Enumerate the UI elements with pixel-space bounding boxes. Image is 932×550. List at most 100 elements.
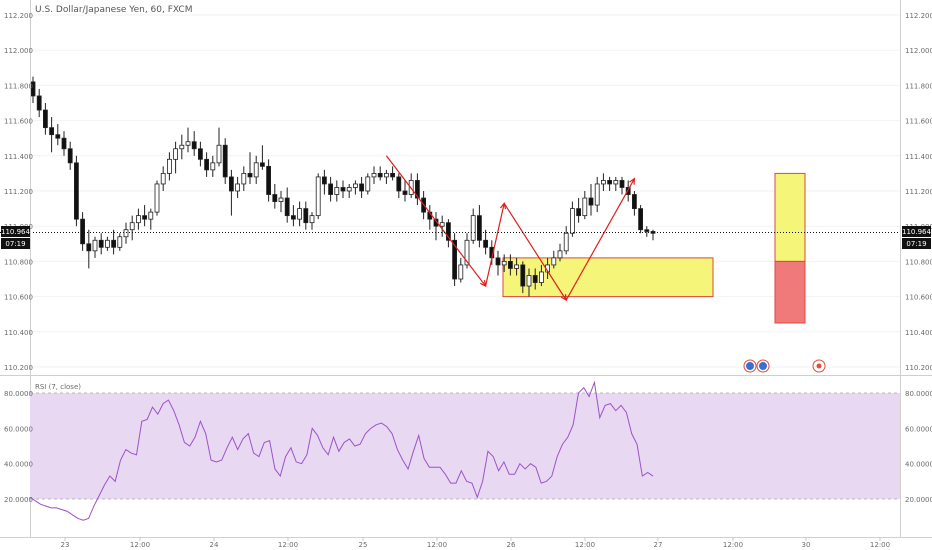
last-price-label-right: 110.964 — [902, 228, 931, 236]
candle-body — [191, 141, 197, 150]
candle-body — [315, 176, 321, 217]
candle-body — [396, 176, 402, 192]
candle-body — [576, 208, 581, 217]
price-tick-label-left: 110.800 — [4, 258, 33, 266]
candle-body — [228, 176, 234, 192]
candle-body — [204, 158, 210, 171]
candle-body — [253, 162, 259, 178]
candle-body — [383, 172, 389, 178]
last-price-tag-right — [902, 226, 931, 237]
price-tick-label-left: 110.200 — [4, 364, 33, 372]
rsi-tick-label-right: 40.0000 — [905, 461, 932, 469]
rsi-tick-label-left: 80.0000 — [4, 390, 33, 398]
candle-body — [551, 257, 557, 266]
candle-body — [445, 222, 451, 241]
rsi-tick-label-right: 20.0000 — [905, 496, 932, 504]
candle-body — [458, 264, 464, 280]
candle-body — [483, 239, 489, 248]
candle-body — [154, 183, 160, 213]
candle-body — [334, 187, 340, 195]
candle-body — [607, 180, 612, 185]
rsi-tick-label-left: 40.0000 — [4, 461, 33, 469]
candle-body — [86, 243, 92, 252]
candle-body — [644, 229, 650, 232]
price-tick-label-right: 111.400 — [905, 153, 932, 161]
countdown-label-left: 07:19 — [5, 240, 25, 248]
rsi-tick-label-left: 60.0000 — [4, 425, 33, 433]
candle-body — [563, 232, 569, 252]
candle-body — [36, 95, 42, 111]
flag-event-icon[interactable] — [743, 359, 770, 373]
x-tick-label: 27 — [654, 541, 663, 549]
stop-zone — [774, 260, 806, 324]
candle-body — [303, 208, 309, 224]
price-tick-label-right: 112.200 — [905, 12, 932, 20]
candle-body — [166, 158, 172, 174]
x-tick-label: 30 — [802, 541, 811, 549]
candle-body — [371, 172, 377, 178]
candle-body — [272, 194, 278, 202]
annotation-layer — [502, 172, 806, 324]
candle-body — [197, 148, 203, 160]
candle-body — [74, 162, 79, 220]
candle-body — [390, 172, 396, 178]
candle-body — [98, 239, 104, 248]
candle-body — [476, 215, 482, 241]
candlestick-series — [30, 76, 656, 297]
rsi-line — [29, 380, 654, 521]
candle-body — [278, 197, 284, 202]
price-tick-label-left: 111.600 — [4, 118, 33, 126]
demand-zone — [502, 257, 714, 298]
rsi-tick-label-left: 20.0000 — [4, 496, 33, 504]
candle-body — [328, 183, 334, 195]
candle-body — [594, 183, 600, 206]
candle-body — [632, 194, 637, 210]
candle-body — [340, 187, 346, 192]
last-price-tag-left — [1, 226, 30, 237]
x-tick-label: 25 — [359, 541, 368, 549]
target-event-icon[interactable] — [812, 359, 826, 373]
candle-body — [235, 183, 241, 192]
x-tick-label: 24 — [210, 541, 219, 549]
x-tick-label: 12:00 — [278, 541, 298, 549]
price-tick-label-right: 110.400 — [905, 329, 932, 337]
candle-body — [216, 144, 222, 164]
x-tick-label: 12:00 — [723, 541, 743, 549]
candle-body — [297, 208, 303, 220]
candle-body — [92, 239, 98, 252]
rsi-tick-label-right: 80.0000 — [905, 390, 932, 398]
candle-body — [582, 197, 588, 217]
candle-body — [526, 275, 532, 287]
arrow-segment — [565, 178, 635, 301]
candle-body — [570, 208, 575, 234]
target-zone — [774, 172, 806, 262]
candle-body — [259, 162, 265, 167]
x-tick-label: 12:00 — [870, 541, 890, 549]
candle-body — [539, 271, 544, 283]
candle-body — [365, 176, 371, 192]
candle-body — [148, 211, 154, 220]
price-tick-label-left: 111.800 — [4, 82, 33, 90]
arrow-segment — [503, 202, 567, 301]
candle-body — [55, 134, 61, 139]
candle-body — [414, 180, 420, 199]
candle-body — [210, 162, 216, 171]
candle-body — [464, 239, 470, 266]
price-tick-label-left: 112.000 — [4, 47, 33, 55]
candle-body — [49, 127, 54, 136]
rsi-axis-ticks: 80.0000 80.0000 60.0000 60.0000 40.0000 40.00… — [4, 390, 932, 504]
x-tick-label: 12:00 — [575, 541, 595, 549]
candle-body — [532, 275, 538, 283]
candle-body — [173, 148, 179, 160]
x-tick-label: 12:00 — [130, 541, 150, 549]
candle-body — [266, 165, 272, 195]
x-tick-label: 23 — [61, 541, 70, 549]
price-tick-label-left: 110.600 — [4, 294, 33, 302]
price-tick-label-right: 110.200 — [905, 364, 932, 372]
candle-body — [284, 197, 290, 217]
arrow-head — [629, 177, 636, 185]
price-tick-label-left: 110.400 — [4, 329, 33, 337]
candle-body — [638, 208, 643, 231]
main-chart-title: U.S. Dollar/Japanese Yen, 60, FXCM — [35, 5, 192, 15]
